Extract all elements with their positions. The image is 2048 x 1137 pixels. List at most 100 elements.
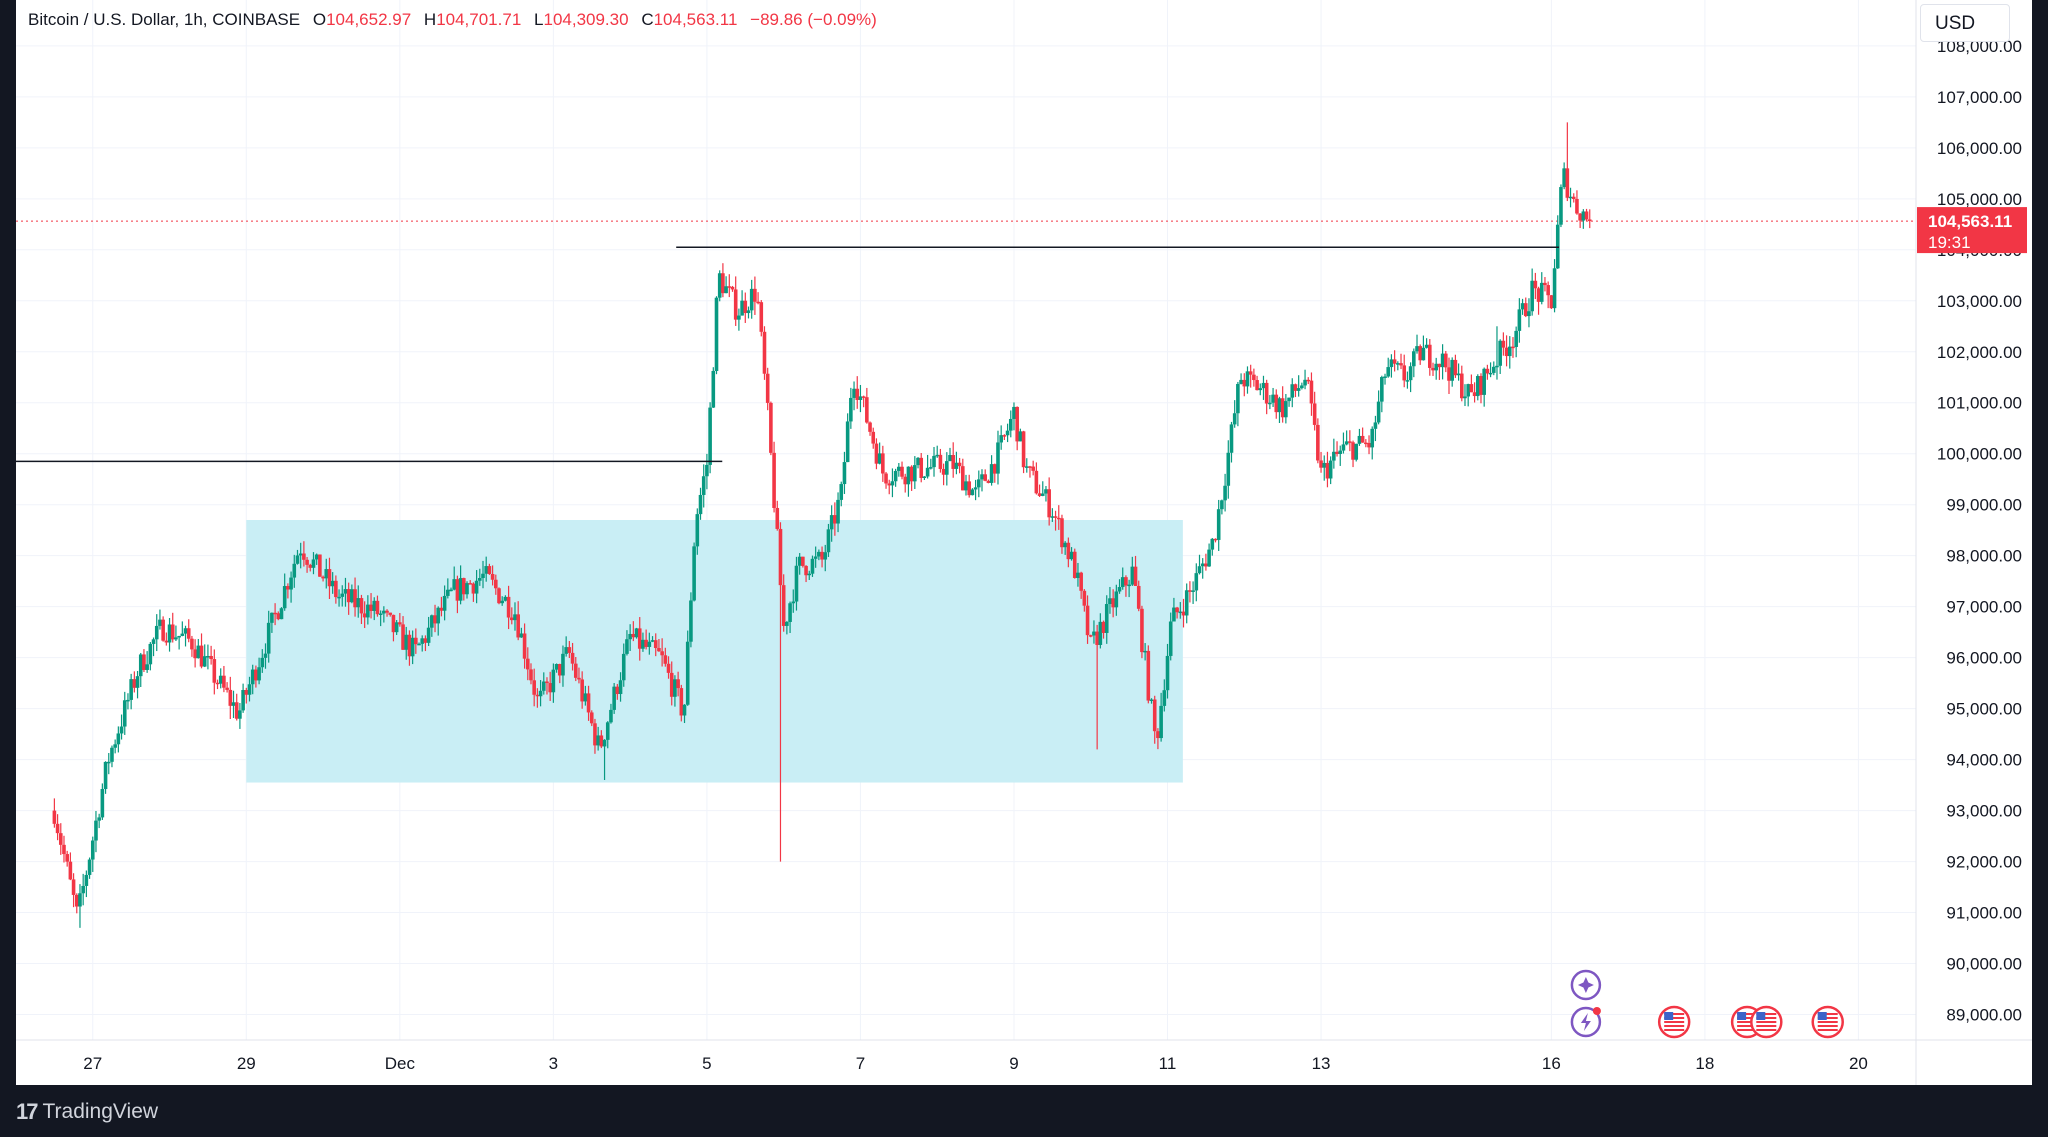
candle-body <box>1293 384 1298 391</box>
candle-body <box>366 604 370 618</box>
candle-body <box>1204 563 1208 567</box>
candle-body <box>1063 542 1067 548</box>
candle-body <box>916 457 920 466</box>
candle-body <box>1088 635 1093 637</box>
candle-body <box>78 893 82 907</box>
candle-body <box>628 633 632 640</box>
candle-body <box>570 652 575 664</box>
us-flag-icon[interactable] <box>1750 1005 1783 1039</box>
candle-body <box>941 468 946 475</box>
candle-body <box>263 653 268 658</box>
candle-body <box>350 589 354 603</box>
price-tick-label: 93,000.00 <box>1946 802 2022 821</box>
candle-body <box>1498 340 1502 366</box>
candle-body <box>807 573 812 576</box>
candle-body <box>609 709 613 723</box>
candle-body <box>1546 285 1550 296</box>
candle-body <box>743 300 748 314</box>
candle-body <box>721 273 725 294</box>
candle-body <box>1184 590 1189 616</box>
candle-body <box>893 470 898 482</box>
candle-body <box>599 735 604 747</box>
symbol-title[interactable]: Bitcoin / U.S. Dollar, 1h, COINBASE <box>28 10 301 29</box>
candle-body <box>999 435 1003 443</box>
candle-body <box>541 681 546 691</box>
time-axis: 27 29 Dec 3 5 7 9 11 13 16 18 20 <box>16 1039 2032 1073</box>
candle-body <box>1015 406 1019 442</box>
price-tag-countdown: 19:31 <box>1928 233 1971 252</box>
candle-body <box>1108 598 1112 605</box>
candle-body <box>1031 466 1035 471</box>
flag-stripe <box>1817 1025 1838 1027</box>
us-flag-icon[interactable] <box>1811 1005 1844 1039</box>
change-value: −89.86 (−0.09%) <box>750 10 877 29</box>
candle-body <box>1520 303 1525 310</box>
candle-body <box>849 397 853 422</box>
currency-selector[interactable]: USD <box>1920 4 2010 42</box>
candle-body <box>1133 566 1138 586</box>
candle-body <box>1296 388 1301 391</box>
candle-body <box>906 466 911 485</box>
candle-body <box>493 579 498 589</box>
candle-body <box>913 465 917 482</box>
candle-body <box>1527 311 1531 317</box>
candle-body <box>407 634 412 657</box>
flag-canton <box>1664 1012 1674 1020</box>
candle-body <box>1440 353 1445 368</box>
candle-body <box>212 659 217 683</box>
candle-body <box>1475 376 1480 397</box>
candle-body <box>1216 509 1221 540</box>
candle-body <box>314 554 319 560</box>
candle-body <box>1408 366 1413 381</box>
candle-body <box>1181 611 1186 616</box>
candle-body <box>1066 542 1071 560</box>
candle-body <box>228 689 233 706</box>
candle-body <box>842 462 847 485</box>
tradingview-logo[interactable]: 17 TradingView <box>16 1099 158 1125</box>
candle-body <box>1242 379 1247 387</box>
candle-body <box>433 615 437 624</box>
candle-body <box>1207 549 1211 567</box>
candle-body <box>669 672 674 697</box>
candle-body <box>97 817 101 821</box>
candle-body <box>833 515 837 524</box>
candle-body <box>202 656 207 667</box>
candle-body <box>1095 631 1099 645</box>
candle-body <box>1511 346 1515 349</box>
candle-body <box>462 578 466 595</box>
us-flag-icon[interactable] <box>1657 1005 1691 1039</box>
candle-body <box>890 481 895 486</box>
lightning-event-icon[interactable] <box>1570 1006 1602 1038</box>
candle-body <box>1367 442 1371 448</box>
candle-body <box>113 744 117 748</box>
candle-body <box>1229 424 1234 453</box>
candle-body <box>1104 604 1109 633</box>
candle-body <box>1338 450 1343 454</box>
candle-body <box>1539 282 1544 302</box>
candle-body <box>1575 198 1579 214</box>
candle-body <box>1552 268 1557 309</box>
candle-body <box>215 682 220 685</box>
candle-body <box>1348 441 1352 443</box>
candle-body <box>478 578 482 581</box>
candle-body <box>756 301 760 304</box>
candle-body <box>222 675 226 688</box>
candle-body <box>1210 538 1215 550</box>
candle-body <box>417 643 421 646</box>
candlestick-chart[interactable]: 108,000.00107,000.00106,000.00105,000.00… <box>0 0 2048 1085</box>
candle-body <box>446 589 450 596</box>
candle-body <box>701 476 706 495</box>
event-markers <box>1570 969 1844 1039</box>
candle-body <box>1453 359 1458 376</box>
candle-body <box>247 684 252 695</box>
open-value: 104,652.97 <box>326 10 412 29</box>
price-tick-label: 94,000.00 <box>1946 751 2022 770</box>
star-event-icon[interactable] <box>1570 969 1602 1001</box>
candle-body <box>551 669 556 693</box>
candle-body <box>1175 607 1179 613</box>
candle-body <box>1056 517 1061 520</box>
candle-body <box>612 686 616 710</box>
candle-body <box>487 566 492 575</box>
candle-body <box>244 690 249 695</box>
price-tick-label: 96,000.00 <box>1946 649 2022 668</box>
